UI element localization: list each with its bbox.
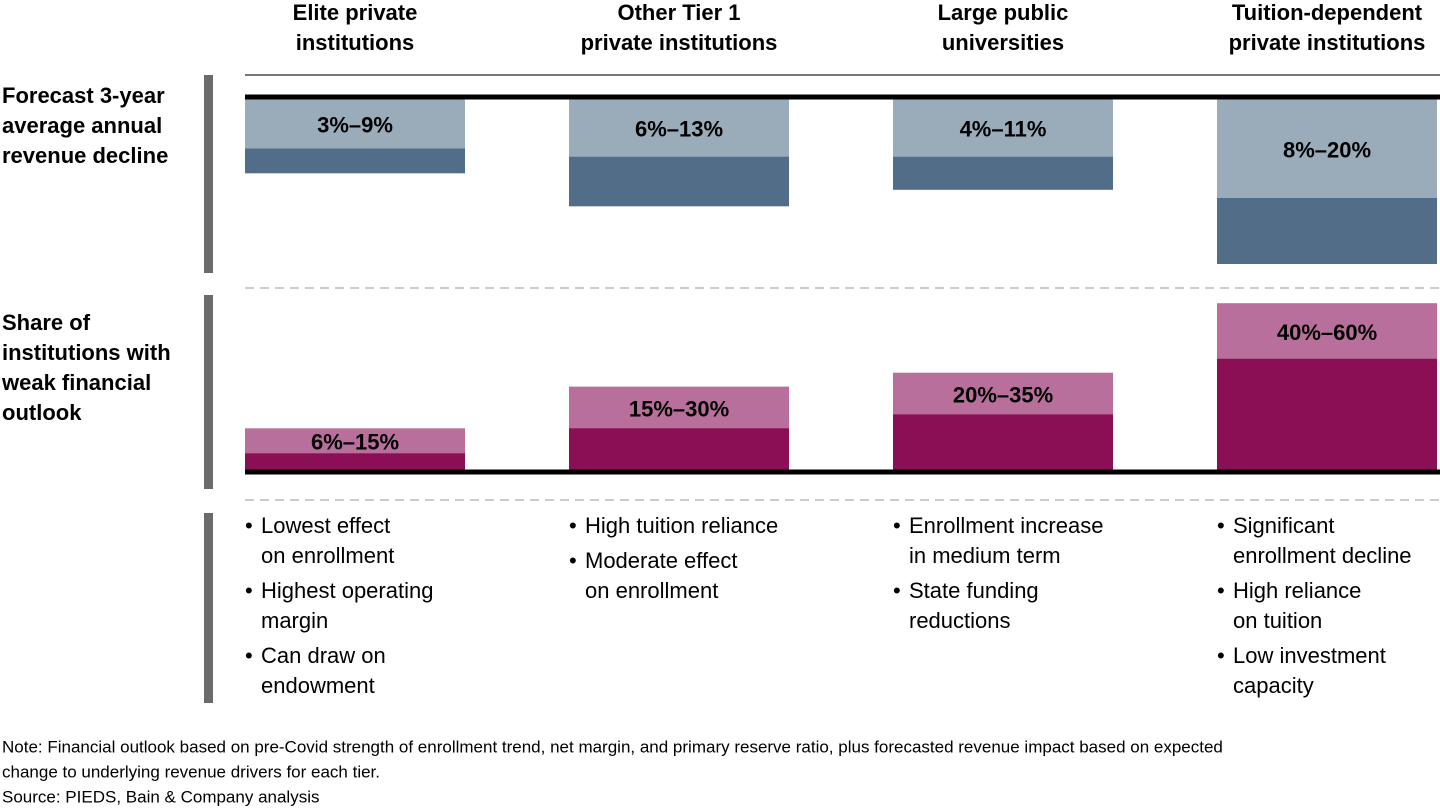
bullet: • — [893, 513, 901, 538]
column-header: Tuition-dependent — [1232, 0, 1423, 25]
value-label: 4%–11% — [960, 117, 1047, 142]
low-bar — [245, 453, 465, 470]
value-label: 3%–9% — [317, 113, 393, 138]
value-label: 6%–13% — [635, 117, 723, 142]
driver-text: Lowest effect — [261, 513, 390, 538]
bullet: • — [569, 513, 577, 538]
driver-text: on enrollment — [261, 543, 394, 568]
driver-text: Low investment — [1233, 643, 1386, 668]
driver-text: Moderate effect — [585, 548, 737, 573]
note: Note: Financial outlook based on pre-Cov… — [2, 737, 1223, 756]
driver-text: capacity — [1233, 673, 1314, 698]
column-header: Large public — [938, 0, 1069, 25]
column-header: institutions — [296, 30, 415, 55]
value-label: 8%–20% — [1283, 137, 1371, 162]
bullet: • — [1217, 643, 1225, 668]
row-bracket — [204, 513, 213, 703]
row-label: revenue decline — [2, 143, 168, 168]
value-label: 6%–15% — [311, 430, 399, 455]
column-header: Elite private — [293, 0, 418, 25]
row-bracket — [204, 75, 213, 273]
driver-text: Highest operating — [261, 578, 433, 603]
row-label: Share of — [2, 310, 91, 335]
driver-text: endowment — [261, 673, 375, 698]
low-bar — [245, 148, 465, 174]
driver-text: on enrollment — [585, 578, 718, 603]
bullet: • — [1217, 513, 1225, 538]
low-bar — [1217, 358, 1437, 470]
row-label: institutions with — [2, 340, 171, 365]
row-bracket — [204, 295, 213, 489]
column-header: Other Tier 1 — [617, 0, 740, 25]
low-bar — [569, 156, 789, 207]
bullet: • — [245, 643, 253, 668]
driver-text: High reliance — [1233, 578, 1361, 603]
low-bar — [569, 428, 789, 470]
driver-text: margin — [261, 608, 328, 633]
driver-text: Enrollment increase — [909, 513, 1103, 538]
bullet: • — [245, 578, 253, 603]
column-header: universities — [942, 30, 1064, 55]
bullet: • — [245, 513, 253, 538]
column-header: private institutions — [1229, 30, 1426, 55]
driver-text: enrollment decline — [1233, 543, 1412, 568]
row-label: outlook — [2, 400, 82, 425]
low-bar — [893, 414, 1113, 470]
driver-text: in medium term — [909, 543, 1061, 568]
row-label: average annual — [2, 113, 162, 138]
value-label: 15%–30% — [629, 396, 729, 421]
bullet: • — [1217, 578, 1225, 603]
driver-text: Significant — [1233, 513, 1335, 538]
value-label: 20%–35% — [953, 382, 1053, 407]
driver-text: on tuition — [1233, 608, 1322, 633]
low-bar — [1217, 198, 1437, 264]
low-bar — [893, 156, 1113, 190]
value-label: 40%–60% — [1277, 320, 1377, 345]
bullet: • — [893, 578, 901, 603]
driver-text: reductions — [909, 608, 1011, 633]
driver-text: High tuition reliance — [585, 513, 778, 538]
row-label: weak financial — [1, 370, 151, 395]
row-label: Forecast 3-year — [2, 83, 165, 108]
column-header: private institutions — [581, 30, 778, 55]
source: Source: PIEDS, Bain & Company analysis — [2, 787, 319, 806]
note: change to underlying revenue drivers for… — [2, 762, 380, 781]
bullet: • — [569, 548, 577, 573]
driver-text: Can draw on — [261, 643, 386, 668]
driver-text: State funding — [909, 578, 1039, 603]
